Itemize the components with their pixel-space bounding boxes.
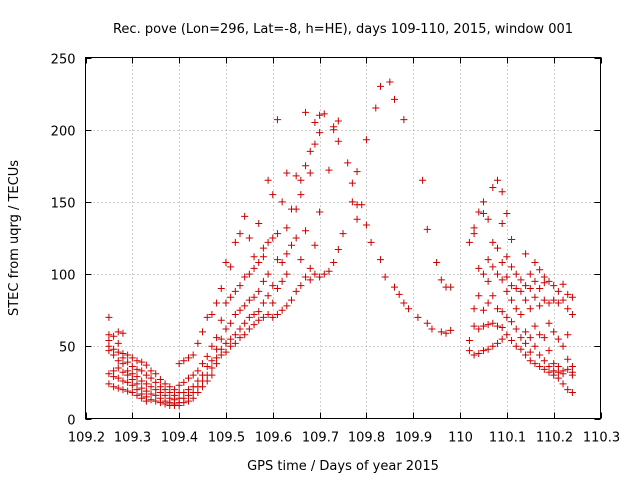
y-tick-label: 50 — [59, 341, 76, 356]
chart-title: Rec. pove (Lon=296, Lat=-8, h=HE), days … — [113, 22, 573, 37]
x-tick-label: 110.2 — [536, 431, 573, 446]
y-tick-label: 0 — [67, 414, 75, 429]
y-axis-label: STEC from uqrg / TECUs — [7, 160, 22, 316]
x-axis-label: GPS time / Days of year 2015 — [247, 459, 439, 474]
x-tick-label: 109.6 — [255, 431, 292, 446]
x-tick-label: 109.2 — [68, 431, 105, 446]
y-tick-label: 250 — [51, 53, 76, 68]
x-tick-label: 109.8 — [348, 431, 385, 446]
x-tick-label: 109.9 — [395, 431, 432, 446]
y-tick-label: 200 — [51, 125, 76, 140]
x-tick-label: 109.7 — [302, 431, 339, 446]
x-tick-label: 110 — [448, 431, 473, 446]
x-tick-label: 109.3 — [114, 431, 151, 446]
x-tick-label: 110.3 — [583, 431, 620, 446]
x-tick-label: 109.5 — [208, 431, 245, 446]
y-tick-label: 100 — [51, 269, 76, 284]
x-tick-label: 109.4 — [161, 431, 198, 446]
y-tick-label: 150 — [51, 197, 76, 212]
x-tick-label: 110.1 — [489, 431, 526, 446]
